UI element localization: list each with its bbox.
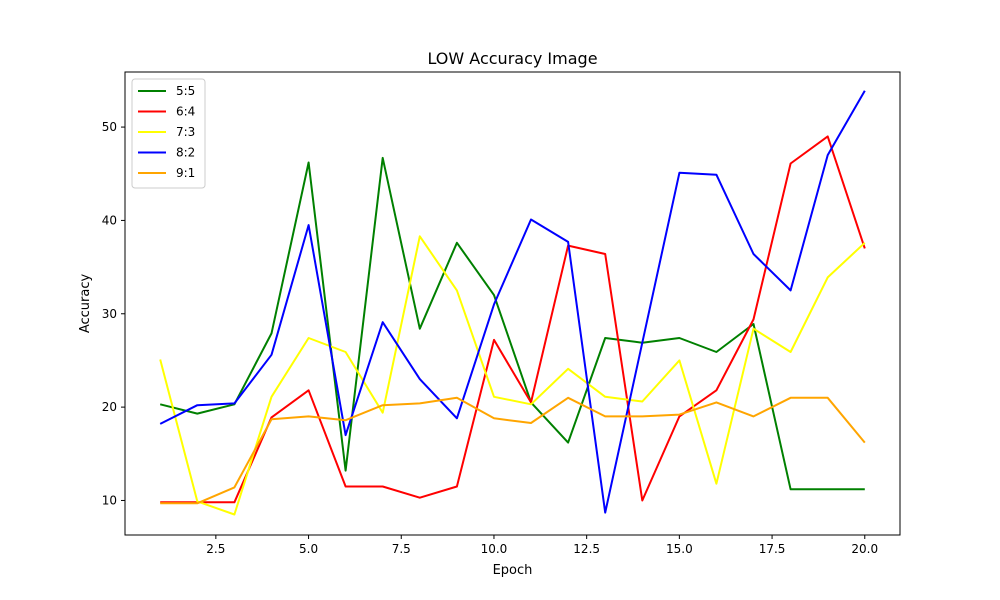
y-axis-ticks: 10 20 30 40 50 bbox=[102, 120, 125, 507]
x-tick-label: 2.5 bbox=[206, 542, 225, 556]
plot-frame bbox=[124, 71, 901, 536]
x-axis-ticks: 2.5 5.0 7.5 10.0 12.5 15.0 17.5 20.0 bbox=[206, 535, 878, 556]
y-axis-label: Accuracy bbox=[78, 274, 93, 334]
chart-title: LOW Accuracy Image bbox=[427, 49, 597, 68]
series-line-7-3 bbox=[159, 235, 866, 516]
series-lines bbox=[159, 90, 866, 516]
series-line-5-5 bbox=[159, 156, 865, 491]
legend-label: 7:3 bbox=[176, 125, 195, 139]
y-tick-label: 10 bbox=[102, 493, 117, 507]
series-line-9-1 bbox=[160, 396, 866, 505]
y-tick-label: 40 bbox=[102, 213, 117, 227]
x-tick-label: 12.5 bbox=[573, 542, 600, 556]
y-tick-label: 30 bbox=[102, 307, 117, 321]
y-tick-label: 20 bbox=[102, 400, 117, 414]
x-tick-label: 17.5 bbox=[759, 542, 786, 556]
legend-label: 6:4 bbox=[176, 105, 195, 119]
series-line-6-4 bbox=[160, 135, 866, 504]
legend-label: 5:5 bbox=[176, 84, 195, 98]
y-tick-label: 50 bbox=[102, 120, 117, 134]
legend-box bbox=[131, 78, 206, 189]
x-tick-label: 5.0 bbox=[299, 542, 318, 556]
legend-label: 9:1 bbox=[176, 166, 195, 180]
series-line-8-2 bbox=[159, 90, 866, 514]
x-tick-label: 7.5 bbox=[392, 542, 411, 556]
x-tick-label: 10.0 bbox=[481, 542, 508, 556]
x-tick-label: 15.0 bbox=[666, 542, 693, 556]
legend-label: 8:2 bbox=[176, 146, 195, 160]
x-tick-label: 20.0 bbox=[851, 542, 878, 556]
x-axis-label: Epoch bbox=[493, 563, 533, 578]
legend: 5:5 6:4 7:3 8:2 9:1 bbox=[131, 78, 206, 189]
plot-area bbox=[125, 72, 900, 535]
